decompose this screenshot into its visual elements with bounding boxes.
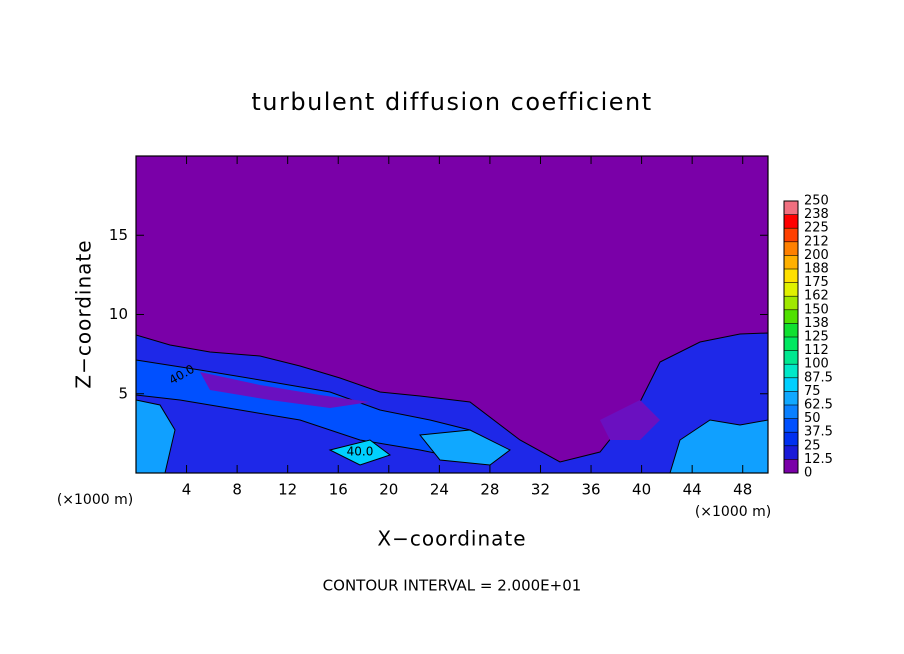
colorbar-band [784, 350, 798, 365]
x-tick-label: 12 [278, 481, 297, 499]
y-tick-label: 15 [109, 226, 128, 244]
chart-title: turbulent diffusion coefficient [251, 88, 652, 116]
x-tick-label: 48 [733, 481, 752, 499]
colorbar-label: 50 [804, 411, 821, 426]
colorbar-band [784, 405, 798, 419]
colorbar-label: 25 [804, 438, 821, 453]
colorbar-label: 62.5 [804, 398, 833, 413]
colorbar-band [784, 459, 798, 473]
colorbar-label: 100 [804, 357, 829, 372]
colorbar-label: 37.5 [804, 425, 833, 440]
x-unit-label: (×1000 m) [695, 504, 771, 520]
x-tick-label: 8 [232, 481, 242, 499]
x-tick-label: 4 [182, 481, 192, 499]
footer-note: CONTOUR INTERVAL = 2.000E+01 [323, 577, 582, 595]
x-tick-label: 36 [581, 481, 600, 499]
colorbar-band [784, 337, 798, 351]
y-tick-label: 10 [109, 305, 128, 323]
colorbar-label: 112 [804, 343, 829, 358]
field-patch [669, 419, 768, 473]
colorbar-label: 188 [804, 262, 829, 277]
field [136, 156, 768, 473]
x-tick-label: 32 [531, 481, 550, 499]
x-tick-label: 24 [430, 481, 449, 499]
colorbar-band [784, 201, 798, 215]
colorbar-label: 200 [804, 248, 829, 263]
y-axis-label: Z−coordinate [72, 239, 96, 388]
colorbar-label: 0 [804, 466, 812, 481]
colorbar-label: 125 [804, 330, 829, 345]
colorbar-band [784, 445, 798, 460]
field-patch [328, 439, 392, 466]
colorbar-band [784, 241, 798, 256]
colorbar-band [784, 391, 798, 405]
contour-label: 40.0 [347, 445, 374, 459]
field-streak [200, 372, 370, 408]
field-region [136, 332, 768, 473]
colorbar-band [784, 228, 798, 242]
colorbar-label: 250 [804, 194, 829, 209]
field-streak [600, 400, 660, 440]
x-tick-label: 20 [379, 481, 398, 499]
colorbar-label: 238 [804, 207, 829, 222]
colorbar-band [784, 269, 798, 283]
colorbar-band [784, 214, 798, 229]
colorbar-label: 175 [804, 275, 829, 290]
colorbar-band [784, 377, 798, 392]
colorbar-band [784, 296, 798, 310]
colorbar-band [784, 282, 798, 297]
colorbar-label: 87.5 [804, 370, 833, 385]
x-tick-label: 16 [329, 481, 348, 499]
x-tick-label: 40 [632, 481, 651, 499]
colorbar-band [784, 432, 798, 446]
colorbar-label: 75 [804, 384, 821, 399]
colorbar-label: 162 [804, 289, 829, 304]
colorbar-label: 212 [804, 234, 829, 249]
colorbar-label: 150 [804, 302, 829, 317]
x-axis-label: X−coordinate [377, 527, 526, 551]
x-tick-label: 44 [683, 481, 702, 499]
colorbar-band [784, 255, 798, 269]
y-tick-label: 5 [118, 384, 128, 402]
x-tick-label: 28 [480, 481, 499, 499]
field-patch [136, 399, 176, 473]
colorbar-band [784, 364, 798, 378]
colorbar-label: 138 [804, 316, 829, 331]
colorbar-label: 12.5 [804, 452, 833, 467]
colorbar-band [784, 309, 798, 324]
y-unit-label: (×1000 m) [57, 492, 133, 508]
field-patch [419, 429, 511, 466]
colorbar-label: 225 [804, 221, 829, 236]
colorbar-band [784, 323, 798, 337]
colorbar-band [784, 418, 798, 433]
